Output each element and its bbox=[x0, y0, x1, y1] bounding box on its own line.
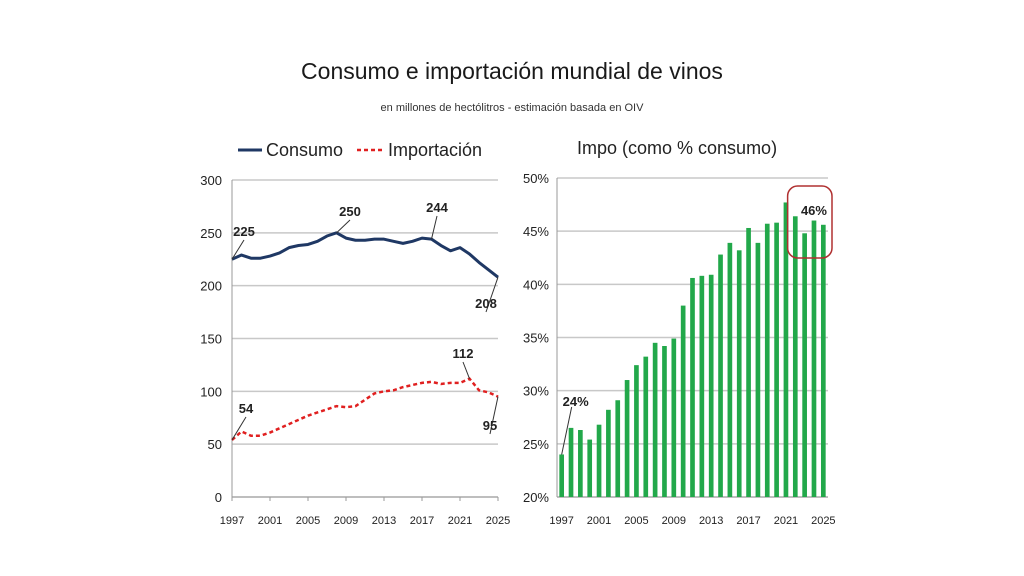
y-tick-label: 250 bbox=[200, 226, 222, 241]
label-consumo-2017: 244 bbox=[426, 200, 448, 215]
x-tick-label: 2017 bbox=[410, 515, 434, 527]
x-tick-label: 1997 bbox=[220, 515, 244, 527]
bar bbox=[606, 409, 611, 497]
y-tick-label: 50 bbox=[208, 437, 222, 452]
bar bbox=[727, 242, 733, 497]
bar bbox=[755, 242, 761, 497]
x-tick-label: 2005 bbox=[624, 515, 648, 527]
label-consumo-start: 225 bbox=[233, 224, 255, 239]
series-consumo-line bbox=[231, 231, 499, 279]
bar bbox=[802, 233, 807, 497]
bar bbox=[624, 380, 630, 497]
y-tick-label: 0 bbox=[215, 490, 222, 505]
bar bbox=[652, 342, 658, 497]
bar bbox=[764, 223, 770, 497]
bar-chart-title: Impo (como % consumo) bbox=[577, 138, 777, 158]
page-title: Consumo e importación mundial de vinos bbox=[301, 58, 723, 84]
y-tick-label: 200 bbox=[200, 279, 222, 294]
label-consumo-end: 208 bbox=[475, 296, 497, 311]
label-impo-peak-leader bbox=[462, 361, 470, 379]
x-tick-label: 2021 bbox=[774, 515, 798, 527]
bar bbox=[690, 277, 695, 497]
page-subtitle: en millones de hectólitros - estimación … bbox=[380, 102, 644, 114]
x-tick-label: 2013 bbox=[699, 515, 723, 527]
label-impo-end: 95 bbox=[483, 418, 497, 433]
x-tick-label: 2001 bbox=[587, 515, 611, 527]
bar-chart: 20% 25% 30% 35% 40% 45% 50% 1997 2001 2005 2009 201… bbox=[523, 171, 836, 527]
x-tick-label: 2009 bbox=[334, 515, 358, 527]
series-importacion-line bbox=[231, 377, 499, 441]
label-consumo-start-leader bbox=[231, 239, 245, 260]
bar bbox=[746, 227, 751, 497]
bar bbox=[615, 400, 621, 497]
label-first: 24% bbox=[563, 394, 589, 409]
label-impo-peak: 112 bbox=[453, 346, 474, 361]
bar bbox=[578, 430, 583, 497]
bar bbox=[718, 254, 723, 497]
y-tick-label: 20% bbox=[523, 490, 549, 505]
y-tick-label: 100 bbox=[200, 384, 222, 399]
label-first-leader bbox=[561, 406, 573, 455]
label-consumo-peak-leader bbox=[336, 219, 351, 234]
bar bbox=[568, 427, 574, 497]
y-tick-label: 40% bbox=[523, 277, 549, 292]
line-chart: 0 50 100 150 200 250 300 1997 2001 2005 2009 2013 20… bbox=[200, 173, 510, 527]
bar bbox=[559, 454, 565, 497]
y-tick-label: 35% bbox=[523, 331, 549, 346]
bar bbox=[792, 216, 798, 497]
bar bbox=[643, 356, 649, 497]
x-tick-label: 2005 bbox=[296, 515, 320, 527]
x-tick-label: 2009 bbox=[662, 515, 686, 527]
label-impo-start-leader bbox=[231, 416, 247, 441]
bar bbox=[811, 220, 817, 498]
x-tick-label: 2025 bbox=[811, 515, 835, 527]
highlight-box bbox=[786, 185, 833, 259]
y-tick-label: 150 bbox=[200, 332, 222, 347]
label-consumo-2017-leader bbox=[431, 215, 438, 240]
y-tick-label: 50% bbox=[523, 171, 549, 186]
label-impo-start: 54 bbox=[239, 401, 254, 416]
bar bbox=[587, 439, 593, 497]
label-impo-end-leader bbox=[489, 396, 499, 435]
bar bbox=[774, 222, 779, 497]
label-consumo-end-leader bbox=[485, 277, 499, 313]
y-tick-label: 300 bbox=[200, 173, 222, 188]
legend-consumo-label: Consumo bbox=[266, 140, 343, 160]
label-consumo-peak: 250 bbox=[339, 204, 361, 219]
y-tick-label: 25% bbox=[523, 437, 549, 452]
bar bbox=[671, 338, 677, 497]
bar bbox=[596, 424, 602, 497]
label-last: 46% bbox=[801, 203, 827, 218]
x-tick-label: 2017 bbox=[736, 515, 760, 527]
legend-importacion-label: Importación bbox=[388, 140, 482, 160]
x-tick-label: 2021 bbox=[448, 515, 472, 527]
x-tick-label: 2025 bbox=[486, 515, 510, 527]
y-tick-label: 45% bbox=[523, 224, 549, 239]
x-tick-label: 2013 bbox=[372, 515, 396, 527]
y-tick-label: 30% bbox=[523, 384, 549, 399]
bar bbox=[783, 202, 789, 497]
bar bbox=[699, 275, 705, 497]
bar bbox=[708, 274, 714, 497]
legend: Consumo Importación bbox=[238, 140, 482, 160]
bar bbox=[680, 305, 686, 497]
x-tick-label: 2001 bbox=[258, 515, 282, 527]
x-tick-label: 1997 bbox=[549, 515, 573, 527]
bar bbox=[820, 224, 826, 497]
bar bbox=[634, 365, 639, 497]
bar bbox=[736, 250, 742, 497]
bar bbox=[662, 346, 667, 497]
